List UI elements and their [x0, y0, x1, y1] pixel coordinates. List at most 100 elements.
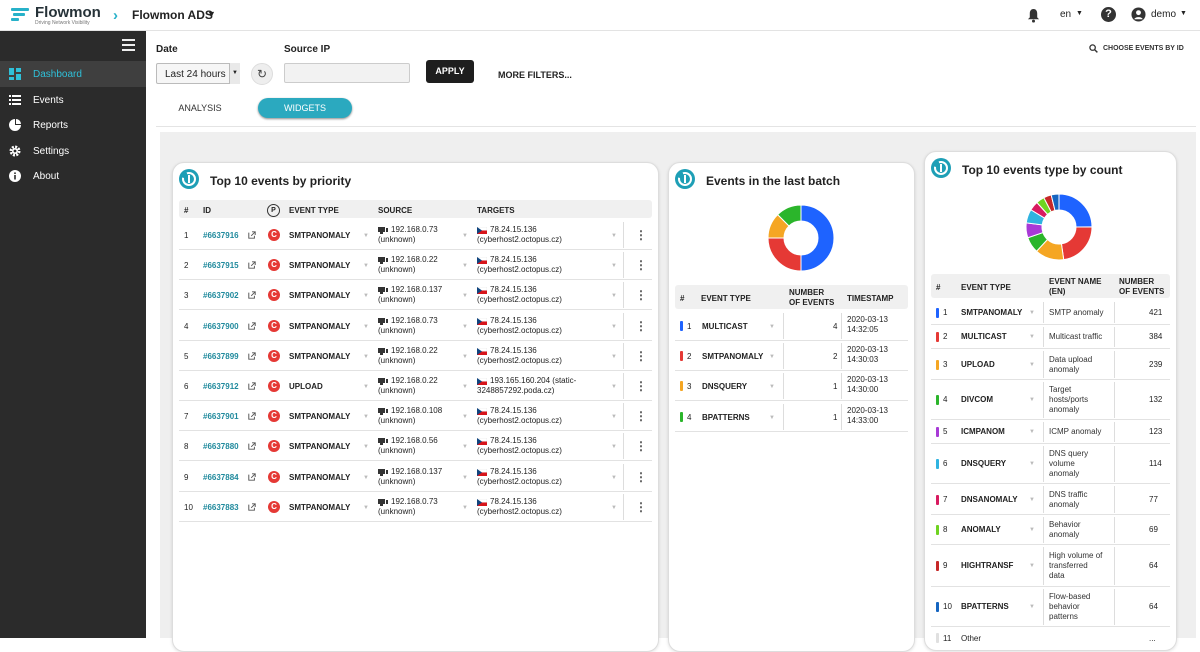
tab-analysis[interactable]: ANALYSIS — [178, 103, 222, 113]
dropdown-icon[interactable]: ▼ — [363, 233, 369, 239]
donut-slice[interactable] — [1058, 193, 1093, 228]
dropdown-icon[interactable]: ▼ — [462, 233, 468, 239]
dropdown-icon[interactable]: ▼ — [611, 474, 617, 481]
dropdown-icon[interactable]: ▼ — [462, 353, 468, 360]
table-row[interactable]: 3 DNSQUERY ▼ 1 2020-03-13 14:30:00 — [675, 371, 908, 402]
dropdown-icon[interactable]: ▼ — [1029, 461, 1035, 467]
donut-slice[interactable] — [1050, 193, 1060, 212]
dropdown-icon[interactable]: ▼ — [462, 504, 468, 511]
table-row[interactable]: 6 DNSQUERY ▼ DNS query volume anomaly 114 — [931, 444, 1170, 484]
col-header-priority[interactable]: P — [267, 204, 280, 217]
dropdown-icon[interactable]: ▼ — [1029, 496, 1035, 503]
sidebar-item-reports[interactable]: Reports — [0, 112, 146, 138]
event-id-link[interactable]: #6637899 — [203, 351, 239, 361]
table-row[interactable]: 4 DIVCOM ▼ Target hosts/ports anomaly 132 — [931, 380, 1170, 420]
sidebar-item-about[interactable]: About — [0, 163, 146, 189]
event-id-link[interactable]: #6637912 — [203, 382, 239, 391]
external-link-icon[interactable] — [248, 412, 256, 420]
col-header-source[interactable]: SOURCE — [378, 206, 413, 215]
table-row[interactable]: 1 MULTICAST ▼ 4 2020-03-13 14:32:05 — [675, 311, 908, 341]
dropdown-icon[interactable]: ▼ — [769, 324, 775, 330]
col-header-count-line2[interactable]: OF EVENTS — [789, 298, 835, 307]
table-row[interactable]: 2 MULTICAST ▼ Multicast traffic 384 — [931, 325, 1170, 349]
table-row[interactable]: 8 #6637880 C SMTPANOMALY ▼ 192.168.0.56 (unkno… — [179, 431, 652, 462]
search-icon[interactable] — [1089, 44, 1098, 53]
user-avatar-icon[interactable] — [1131, 7, 1146, 22]
language-selector[interactable]: en — [1060, 9, 1072, 20]
dropdown-icon[interactable]: ▼ — [462, 323, 468, 330]
dropdown-icon[interactable]: ▼ — [611, 293, 617, 300]
col-header-event-type[interactable]: EVENT TYPE — [289, 206, 339, 215]
external-link-icon[interactable] — [248, 442, 256, 451]
col-header-event-type[interactable]: EVENT TYPE — [961, 283, 1011, 292]
dropdown-icon[interactable]: ▼ — [363, 414, 369, 421]
more-actions-icon[interactable]: ⋮ — [635, 258, 647, 273]
table-row[interactable]: 5 ICMPANOM ▼ ICMP anomaly 123 — [931, 420, 1170, 444]
more-actions-icon[interactable]: ⋮ — [635, 439, 647, 454]
event-id-link[interactable]: #6637883 — [203, 502, 239, 512]
dropdown-icon[interactable]: ▼ — [1029, 334, 1035, 340]
event-id-link[interactable]: #6637880 — [203, 442, 239, 452]
dropdown-icon[interactable]: ▼ — [462, 293, 468, 300]
dropdown-icon[interactable]: ▼ — [1029, 563, 1035, 569]
refresh-icon[interactable]: ↻ — [251, 63, 273, 85]
apply-button[interactable]: APPLY — [426, 60, 474, 83]
sidebar-item-settings[interactable]: Settings — [0, 138, 146, 164]
dropdown-icon[interactable]: ▼ — [1029, 361, 1035, 368]
dropdown-icon[interactable]: ▼ — [611, 384, 617, 390]
dropdown-icon[interactable]: ▼ — [1029, 309, 1035, 316]
dropdown-icon[interactable]: ▼ — [769, 384, 775, 391]
dropdown-icon[interactable]: ▼ — [363, 353, 369, 360]
caret-down-icon[interactable]: ▼ — [207, 9, 216, 19]
table-row[interactable]: 7 #6637901 C SMTPANOMALY ▼ 192.168.0.108 (unkn… — [179, 401, 652, 432]
col-header-timestamp[interactable]: TIMESTAMP — [847, 294, 894, 303]
event-id-link[interactable]: #6637902 — [203, 291, 239, 301]
dropdown-icon[interactable]: ▼ — [769, 414, 775, 421]
dropdown-icon[interactable]: ▼ — [1029, 397, 1035, 403]
event-id-link[interactable]: #6637900 — [203, 321, 239, 331]
table-row[interactable]: 9 HIGHTRANSF ▼ High volume of transferred dat… — [931, 545, 1170, 587]
col-header-count-line2[interactable]: OF EVENTS — [1119, 287, 1165, 296]
table-row[interactable]: 1 SMTPANOMALY ▼ SMTP anomaly 421 — [931, 300, 1170, 325]
choose-events-by-id-link[interactable]: CHOOSE EVENTS BY ID — [1103, 45, 1184, 52]
col-header-count-line1[interactable]: NUMBER — [789, 288, 825, 297]
table-row[interactable]: 10 #6637883 C SMTPANOMALY ▼ 192.168.0.73 (unkn… — [179, 492, 652, 522]
dropdown-icon[interactable]: ▼ — [363, 323, 369, 330]
user-name[interactable]: demo — [1151, 9, 1177, 20]
external-link-icon[interactable] — [248, 472, 256, 481]
event-id-link[interactable]: #6637915 — [203, 261, 239, 271]
dropdown-icon[interactable]: ▼ — [363, 474, 369, 481]
donut-slice[interactable] — [800, 204, 835, 272]
more-actions-icon[interactable]: ⋮ — [635, 228, 647, 242]
help-icon[interactable]: ? — [1101, 7, 1116, 22]
col-header-targets[interactable]: TARGETS — [477, 206, 515, 215]
caret-down-icon[interactable]: ▼ — [1180, 10, 1187, 17]
table-row[interactable]: 4 #6637900 C SMTPANOMALY ▼ 192.168.0.73 (unkno… — [179, 311, 652, 341]
caret-down-icon[interactable]: ▼ — [229, 63, 240, 84]
more-actions-icon[interactable]: ⋮ — [635, 318, 647, 333]
dropdown-icon[interactable]: ▼ — [363, 263, 369, 270]
dropdown-icon[interactable]: ▼ — [611, 263, 617, 270]
more-actions-icon[interactable]: ⋮ — [635, 288, 647, 303]
table-row[interactable]: 2 SMTPANOMALY ▼ 2 2020-03-13 14:30:03 — [675, 341, 908, 372]
source-ip-input[interactable] — [284, 63, 410, 83]
brand-name[interactable]: Flowmon — [35, 4, 101, 21]
table-row[interactable]: 7 DNSANOMALY ▼ DNS traffic anomaly 77 — [931, 484, 1170, 515]
more-actions-icon[interactable]: ⋮ — [635, 469, 647, 484]
col-header-event-type[interactable]: EVENT TYPE — [701, 294, 751, 303]
external-link-icon[interactable] — [248, 382, 256, 390]
external-link-icon[interactable] — [248, 231, 256, 239]
table-row[interactable]: 5 #6637899 C SMTPANOMALY ▼ 192.168.0.22 (unkno… — [179, 341, 652, 371]
dropdown-icon[interactable]: ▼ — [1029, 527, 1035, 533]
table-row[interactable]: 3 #6637902 C SMTPANOMALY ▼ 192.168.0.137 (unkn… — [179, 280, 652, 311]
app-switcher[interactable]: Flowmon ADS — [132, 8, 213, 22]
tab-widgets[interactable]: WIDGETS — [258, 98, 352, 118]
external-link-icon[interactable] — [248, 291, 256, 300]
table-row[interactable]: 10 BPATTERNS ▼ Flow-based behavior patterns 64 — [931, 587, 1170, 627]
more-filters-link[interactable]: MORE FILTERS... — [498, 70, 572, 80]
col-header-id[interactable]: ID — [203, 206, 211, 215]
table-row[interactable]: 1 #6637916 C SMTPANOMALY ▼ 192.168.0.73 (unkno… — [179, 220, 652, 250]
table-row[interactable]: 2 #6637915 C SMTPANOMALY ▼ 192.168.0.22 (unkno… — [179, 250, 652, 281]
dropdown-icon[interactable]: ▼ — [363, 384, 369, 390]
donut-slice[interactable] — [1060, 226, 1093, 261]
